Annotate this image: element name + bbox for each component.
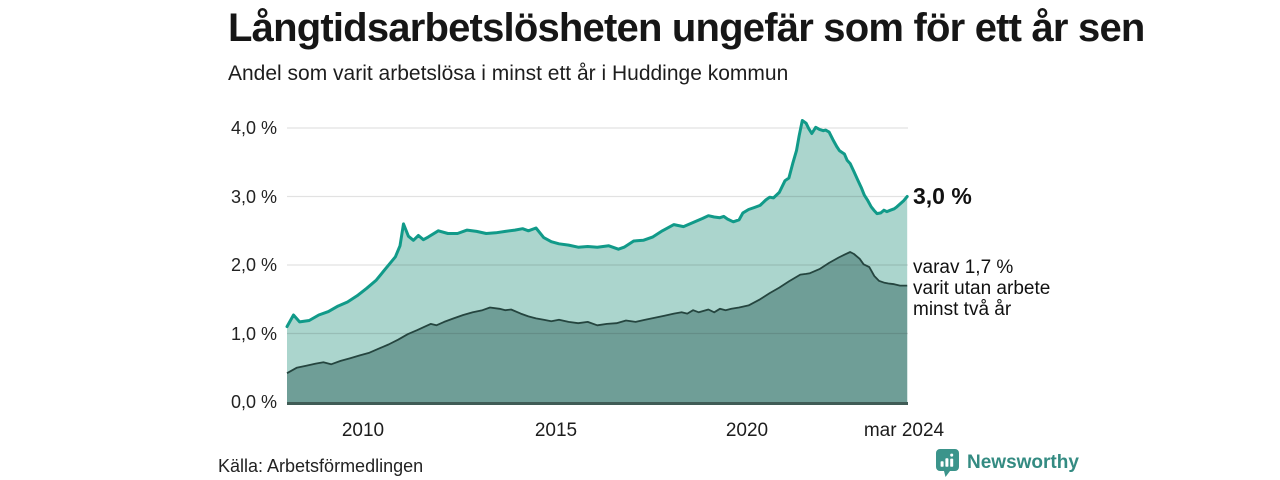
series-total-line [285,119,909,329]
page-title: Långtidsarbetslösheten ungefär som för e… [228,6,1145,50]
source-note: Källa: Arbetsförmedlingen [218,456,424,476]
series-two-year-area [287,252,908,402]
annotation-latest-total: 3,0 % [913,183,972,209]
annotation-two-year-line: varav 1,7 % [913,257,1014,278]
x-tick-label: mar 2024 [863,420,945,441]
y-tick-label: 0,0 % [230,392,277,412]
chart-bubble-icon [936,449,959,477]
y-tick-label: 3,0 % [230,186,277,207]
annotation-two-year: varav 1,7 % varit utan arbete minst två … [913,257,1050,320]
x-tick-label: 2020 [725,420,769,441]
series-two-year-line [286,251,908,374]
y-tick-label: 4,0 % [230,118,277,138]
x-tick-label: 2015 [534,420,578,441]
annotation-two-year-line: varit utan arbete [913,278,1051,299]
newsworthy-wordmark: Newsworthy [967,452,1079,473]
annotation-two-year-line: minst två år [913,299,1012,320]
y-tick-label: 2,0 % [230,255,277,275]
page-subtitle: Andel som varit arbetslösa i minst ett å… [228,62,789,85]
newsworthy-logo: Newsworthy [936,449,1079,477]
y-tick-label: 1,0 % [230,323,277,344]
x-tick-label: 2010 [341,420,385,441]
